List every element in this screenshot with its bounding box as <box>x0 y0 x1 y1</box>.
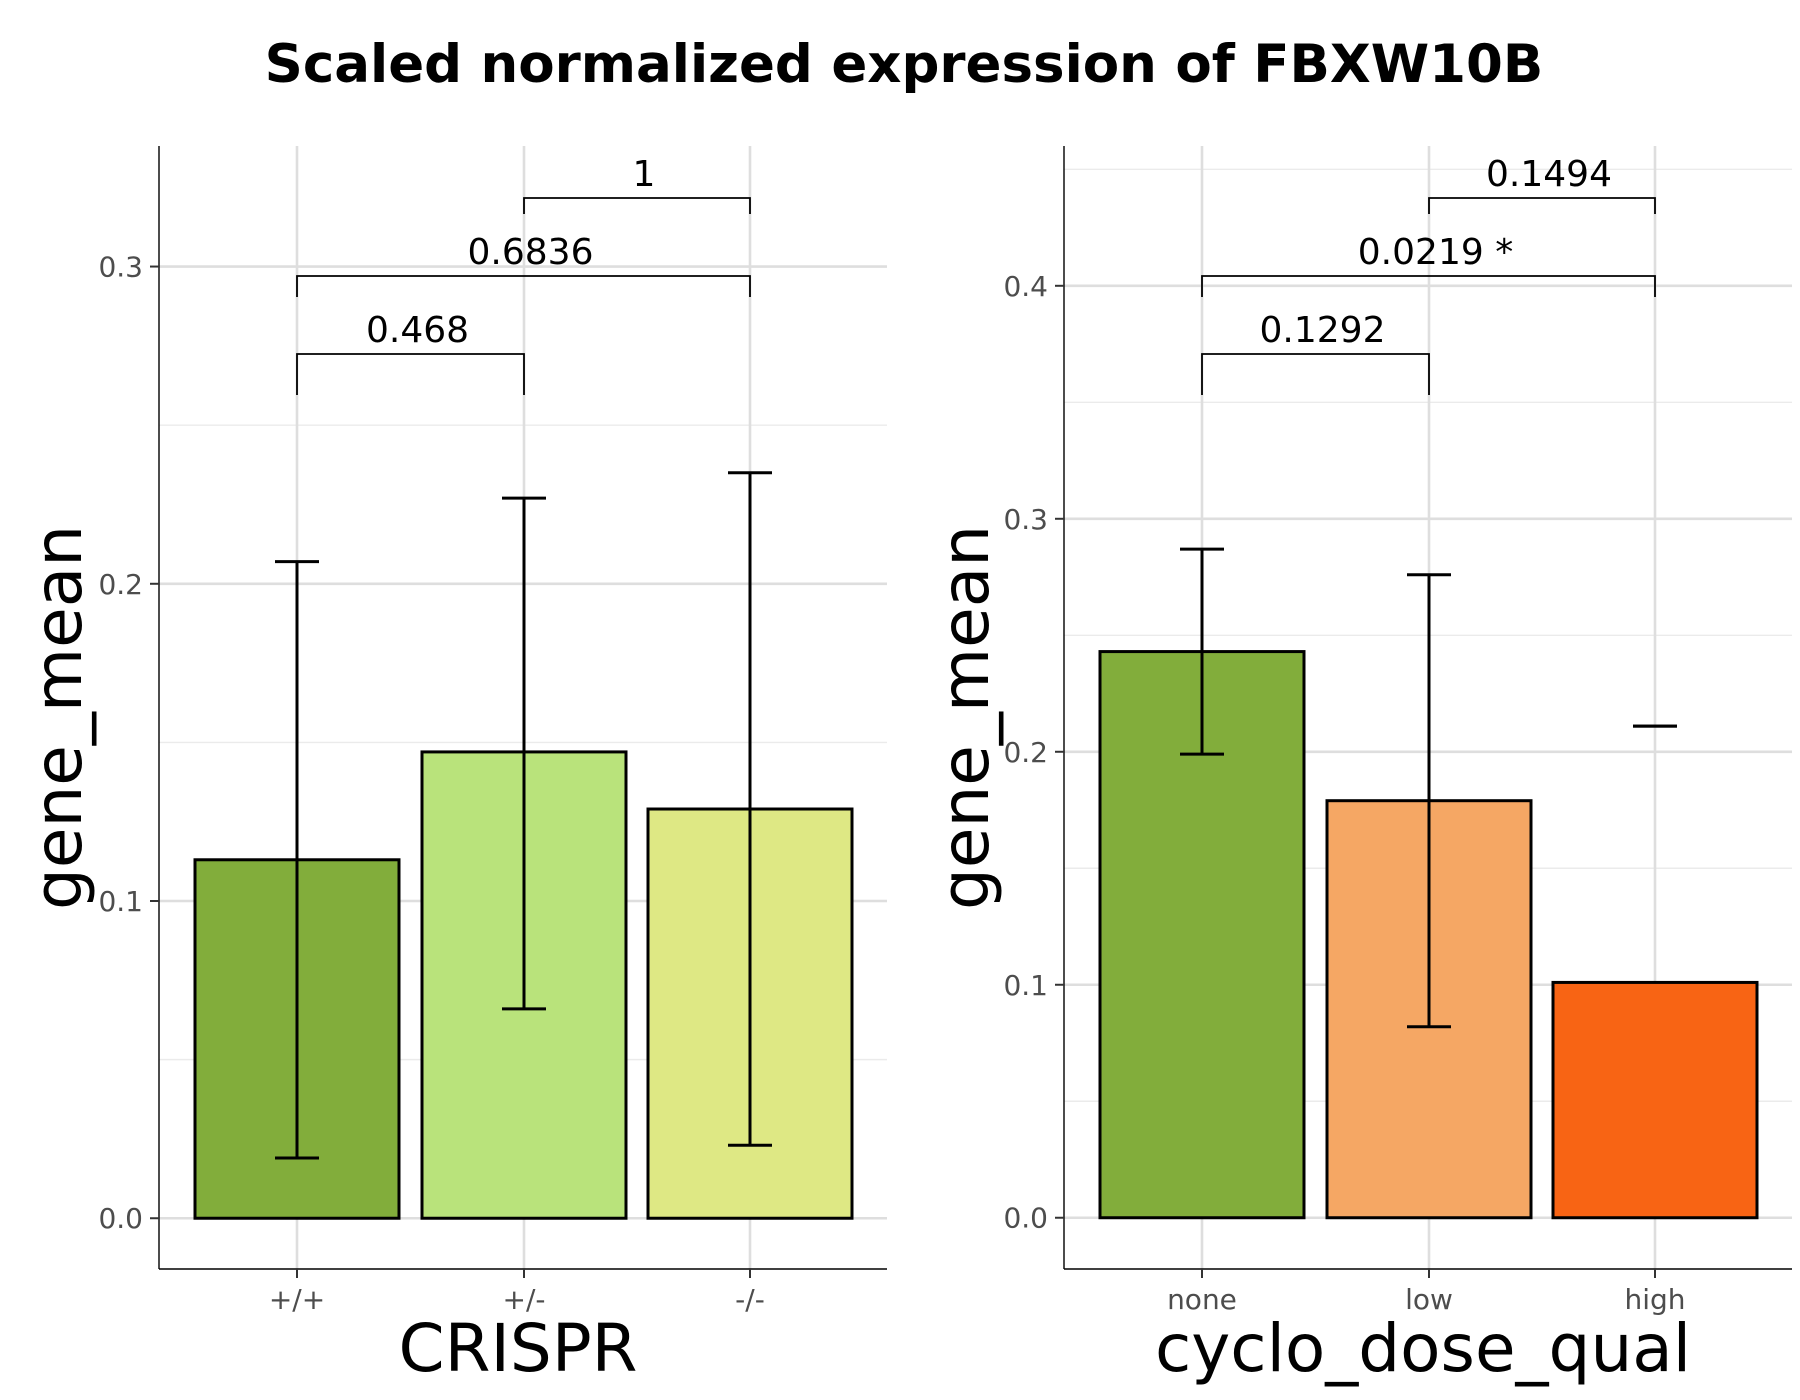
error-bar <box>502 496 546 1011</box>
x-axis-title: cyclo_dose_qual <box>1155 1310 1691 1387</box>
significance-bracket: 0.1292 <box>1201 310 1430 395</box>
p-value-label: 0.6836 <box>468 232 594 273</box>
error-bar <box>275 560 319 1160</box>
y-tick-label: 0.1 <box>98 885 143 918</box>
y-tick-label: 0.4 <box>1003 270 1048 303</box>
bracket-line <box>1201 275 1656 297</box>
bracket-line <box>296 353 525 395</box>
significance-bracket: 1 <box>523 154 751 214</box>
error-bar <box>1407 573 1451 1029</box>
x-tick-label: none <box>1167 1283 1237 1316</box>
x-tick-label: +/- <box>503 1283 546 1316</box>
significance-bracket: 0.0219 * <box>1201 232 1656 297</box>
significance-bracket: 0.468 <box>296 310 525 395</box>
y-tick-label: 0.2 <box>98 568 143 601</box>
p-value-label: 0.1292 <box>1260 310 1386 351</box>
bar-high <box>1551 980 1759 1220</box>
error-bar <box>728 471 772 1147</box>
y-tick-label: 0.3 <box>1003 503 1048 536</box>
p-value-label: 0.0219 * <box>1358 232 1513 273</box>
y-axis-title: gene_mean <box>927 525 1004 910</box>
error-bar <box>1180 547 1224 756</box>
y-tick-label: 0.0 <box>1003 1202 1048 1235</box>
p-value-label: 0.468 <box>366 310 469 351</box>
bracket-line <box>523 197 751 214</box>
p-value-label: 0.1494 <box>1486 154 1612 195</box>
x-axis-title: CRISPR <box>399 1310 638 1387</box>
y-axis-title: gene_mean <box>20 525 97 910</box>
bracket-line <box>1201 353 1430 395</box>
y-tick-label: 0.0 <box>98 1202 143 1235</box>
x-tick-label: -/- <box>735 1283 765 1316</box>
x-tick-label: high <box>1624 1283 1685 1316</box>
y-tick-label: 0.2 <box>1003 736 1048 769</box>
panel-crispr: 0.0 0.1 0.2 0.3 +/+ +/- -/- CRISPR gene_mean 0.46… <box>20 146 887 1387</box>
bracket-line <box>296 275 751 297</box>
x-tick-label: low <box>1405 1283 1453 1316</box>
significance-bracket: 0.6836 <box>296 232 751 297</box>
significance-bracket: 0.1494 <box>1428 154 1656 214</box>
y-tick-label: 0.1 <box>1003 969 1048 1002</box>
panel-cyclo-dose: 0.0 0.1 0.2 0.3 0.4 none low highcyclo_dose_qua… <box>927 146 1792 1387</box>
p-value-label: 1 <box>633 154 656 195</box>
bracket-line <box>1428 197 1656 214</box>
y-tick-label: 0.3 <box>98 251 143 284</box>
chart-title: Scaled normalized expression of FBXW10B <box>265 34 1544 95</box>
x-tick-label: +/+ <box>269 1283 325 1316</box>
